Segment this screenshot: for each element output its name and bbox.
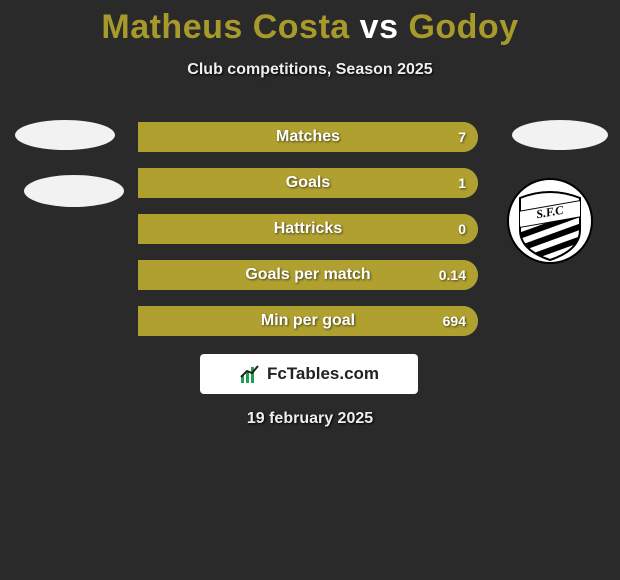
stat-value-right: 1: [458, 168, 466, 198]
stat-label: Hattricks: [138, 214, 478, 244]
subtitle: Club competitions, Season 2025: [0, 61, 620, 79]
title-vs: vs: [360, 8, 399, 46]
stat-value-right: 0: [458, 214, 466, 244]
player1-avatar: [5, 120, 115, 230]
avatar-ellipse: [24, 175, 124, 207]
stat-row: Goals1: [138, 168, 478, 200]
avatar-ellipse: [15, 120, 115, 150]
avatar-ellipse: [512, 120, 608, 150]
infographic-root: Matheus Costa vs Godoy Club competitions…: [0, 0, 620, 580]
brand-chart-icon: [239, 363, 261, 385]
player2-club-badge: S.F.C: [500, 178, 600, 264]
brand-badge: FcTables.com: [200, 354, 418, 394]
stat-row: Hattricks0: [138, 214, 478, 246]
stat-row: Matches7: [138, 122, 478, 154]
stat-label: Goals: [138, 168, 478, 198]
page-title: Matheus Costa vs Godoy: [0, 0, 620, 47]
stat-label: Matches: [138, 122, 478, 152]
stat-value-right: 7: [458, 122, 466, 152]
stat-row: Goals per match0.14: [138, 260, 478, 292]
stat-value-right: 694: [443, 306, 466, 336]
brand-text: FcTables.com: [267, 364, 379, 384]
stat-label: Min per goal: [138, 306, 478, 336]
title-player2: Godoy: [408, 8, 518, 46]
stat-label: Goals per match: [138, 260, 478, 290]
title-player1: Matheus Costa: [101, 8, 349, 46]
stat-row: Min per goal694: [138, 306, 478, 338]
club-badge-svg: S.F.C: [500, 178, 600, 264]
stat-value-right: 0.14: [439, 260, 466, 290]
footer-date: 19 february 2025: [0, 410, 620, 428]
stat-bars: Matches7Goals1Hattricks0Goals per match0…: [138, 122, 478, 352]
